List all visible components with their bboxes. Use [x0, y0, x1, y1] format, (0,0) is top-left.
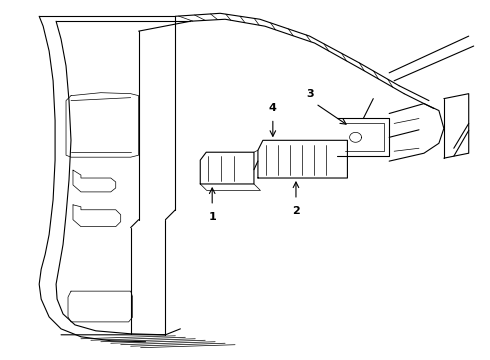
- Text: 3: 3: [306, 89, 314, 99]
- Text: 2: 2: [292, 206, 300, 216]
- Text: 1: 1: [208, 212, 216, 222]
- Text: 4: 4: [269, 103, 277, 113]
